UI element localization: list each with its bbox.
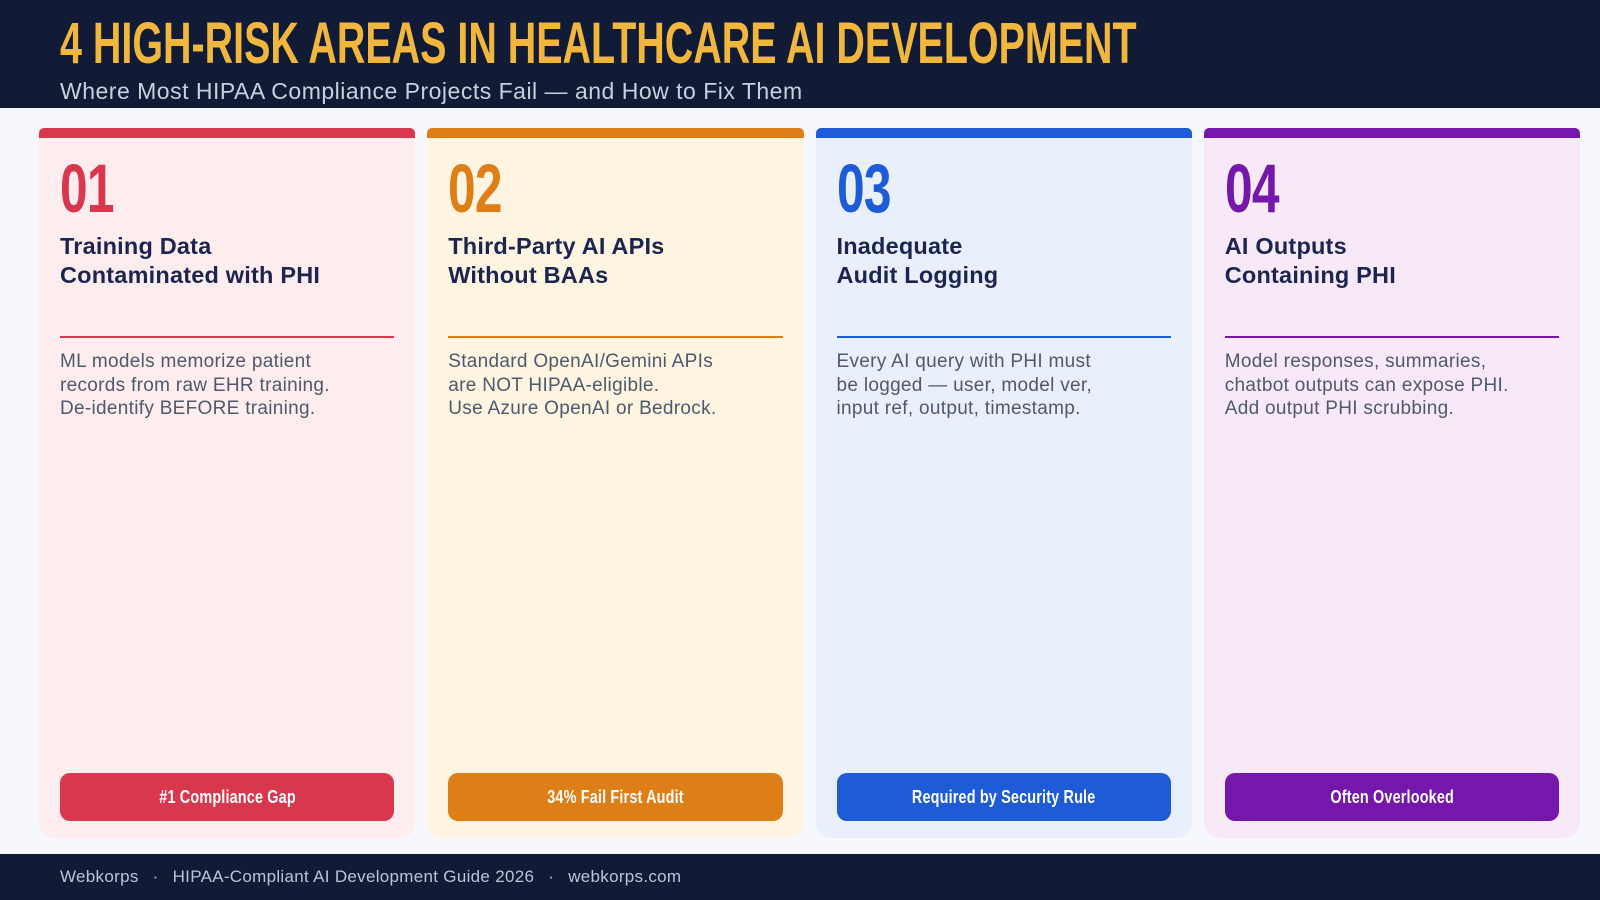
card-accent-bar xyxy=(815,128,1192,138)
footer: Webkorps · HIPAA-Compliant AI Developmen… xyxy=(0,854,1600,900)
card-body: 04 AI Outputs Containing PHI Model respo… xyxy=(1203,138,1580,838)
risk-cards-row: 01 Training Data Contaminated with PHI M… xyxy=(0,108,1600,838)
card-description-line-1: Every AI query with PHI must xyxy=(836,351,1091,372)
card-body: 03 Inadequate Audit Logging Every AI que… xyxy=(815,138,1192,838)
card-title-line-1: AI Outputs xyxy=(1224,233,1347,259)
card-title-line-1: Third-Party AI APIs xyxy=(448,233,665,259)
card-badge-text: #1 Compliance Gap xyxy=(158,786,296,807)
card-divider xyxy=(836,336,1171,338)
card-description: Model responses, summaries, chatbot outp… xyxy=(1225,350,1559,421)
card-title-line-1: Training Data xyxy=(60,233,212,259)
card-description-line-1: Model responses, summaries, xyxy=(1224,351,1487,372)
card-description: Every AI query with PHI must be logged —… xyxy=(837,350,1171,421)
card-title: Training Data Contaminated with PHI xyxy=(60,232,394,290)
card-divider xyxy=(60,336,395,338)
card-number-text: 01 xyxy=(60,150,115,227)
card-description-line-2: chatbot outputs can expose PHI. xyxy=(1224,374,1509,396)
footer-separator: · xyxy=(152,867,159,886)
card-title-line-2: Contaminated with PHI xyxy=(60,262,321,288)
card-badge: #1 Compliance Gap xyxy=(60,773,395,821)
card-description-line-3: Use Azure OpenAI or Bedrock. xyxy=(448,398,717,419)
risk-card-3: 03 Inadequate Audit Logging Every AI que… xyxy=(815,128,1192,838)
card-description: Standard OpenAI/Gemini APIs are NOT HIPA… xyxy=(448,350,782,421)
card-title-line-2: Without BAAs xyxy=(448,262,609,288)
card-badge: 34% Fail First Audit xyxy=(448,773,783,821)
card-number-text: 02 xyxy=(448,150,503,227)
card-description-line-3: De-identify BEFORE training. xyxy=(60,398,316,419)
card-accent-bar xyxy=(39,128,416,138)
card-body: 01 Training Data Contaminated with PHI M… xyxy=(39,138,416,838)
risk-card-4: 04 AI Outputs Containing PHI Model respo… xyxy=(1203,128,1580,838)
card-badge-text: Required by Security Rule xyxy=(911,786,1096,807)
card-badge-text: Often Overlooked xyxy=(1330,786,1454,807)
page-title-text: 4 HIGH-RISK AREAS IN HEALTHCARE AI DEVEL… xyxy=(60,11,1137,76)
card-number-text: 04 xyxy=(1224,150,1280,227)
card-title-line-2: Containing PHI xyxy=(1224,262,1396,288)
card-description-line-3: input ref, output, timestamp. xyxy=(836,398,1081,419)
card-description-line-2: records from raw EHR training. xyxy=(60,374,330,396)
card-description-line-3: Add output PHI scrubbing. xyxy=(1224,398,1455,419)
header: 4 HIGH-RISK AREAS IN HEALTHCARE AI DEVEL… xyxy=(0,0,1600,108)
page-subtitle: Where Most HIPAA Compliance Projects Fai… xyxy=(60,78,803,104)
card-number-text: 03 xyxy=(836,150,892,227)
footer-guide-title: HIPAA-Compliant AI Development Guide 202… xyxy=(172,867,535,886)
card-divider xyxy=(1224,336,1559,338)
card-title-line-2: Audit Logging xyxy=(836,262,999,288)
card-title-line-1: Inadequate xyxy=(836,233,963,259)
card-description-line-1: Standard OpenAI/Gemini APIs xyxy=(448,351,713,372)
card-description: ML models memorize patient records from … xyxy=(60,350,394,421)
card-description-line-2: be logged — user, model ver, xyxy=(836,374,1093,396)
card-accent-bar xyxy=(427,128,804,138)
card-badge-text: 34% Fail First Audit xyxy=(547,786,684,807)
card-number: 02 xyxy=(448,154,782,224)
card-title: Inadequate Audit Logging xyxy=(837,232,1171,290)
card-divider xyxy=(448,336,783,338)
card-badge: Often Overlooked xyxy=(1224,773,1559,821)
page-title: 4 HIGH-RISK AREAS IN HEALTHCARE AI DEVEL… xyxy=(60,11,1600,76)
risk-card-1: 01 Training Data Contaminated with PHI M… xyxy=(39,128,416,838)
card-accent-bar xyxy=(1203,128,1580,138)
risk-card-2: 02 Third-Party AI APIs Without BAAs Stan… xyxy=(427,128,804,838)
card-badge: Required by Security Rule xyxy=(836,773,1171,821)
card-title: AI Outputs Containing PHI xyxy=(1225,232,1559,290)
card-body: 02 Third-Party AI APIs Without BAAs Stan… xyxy=(427,138,804,838)
card-number: 03 xyxy=(837,154,1171,224)
card-title: Third-Party AI APIs Without BAAs xyxy=(448,232,782,290)
card-number: 04 xyxy=(1225,154,1559,224)
footer-separator: · xyxy=(548,867,555,886)
card-number: 01 xyxy=(60,154,394,224)
footer-website: webkorps.com xyxy=(568,867,682,886)
card-description-line-2: are NOT HIPAA-eligible. xyxy=(448,374,660,396)
footer-brand: Webkorps xyxy=(60,867,139,886)
card-description-line-1: ML models memorize patient xyxy=(60,351,312,372)
